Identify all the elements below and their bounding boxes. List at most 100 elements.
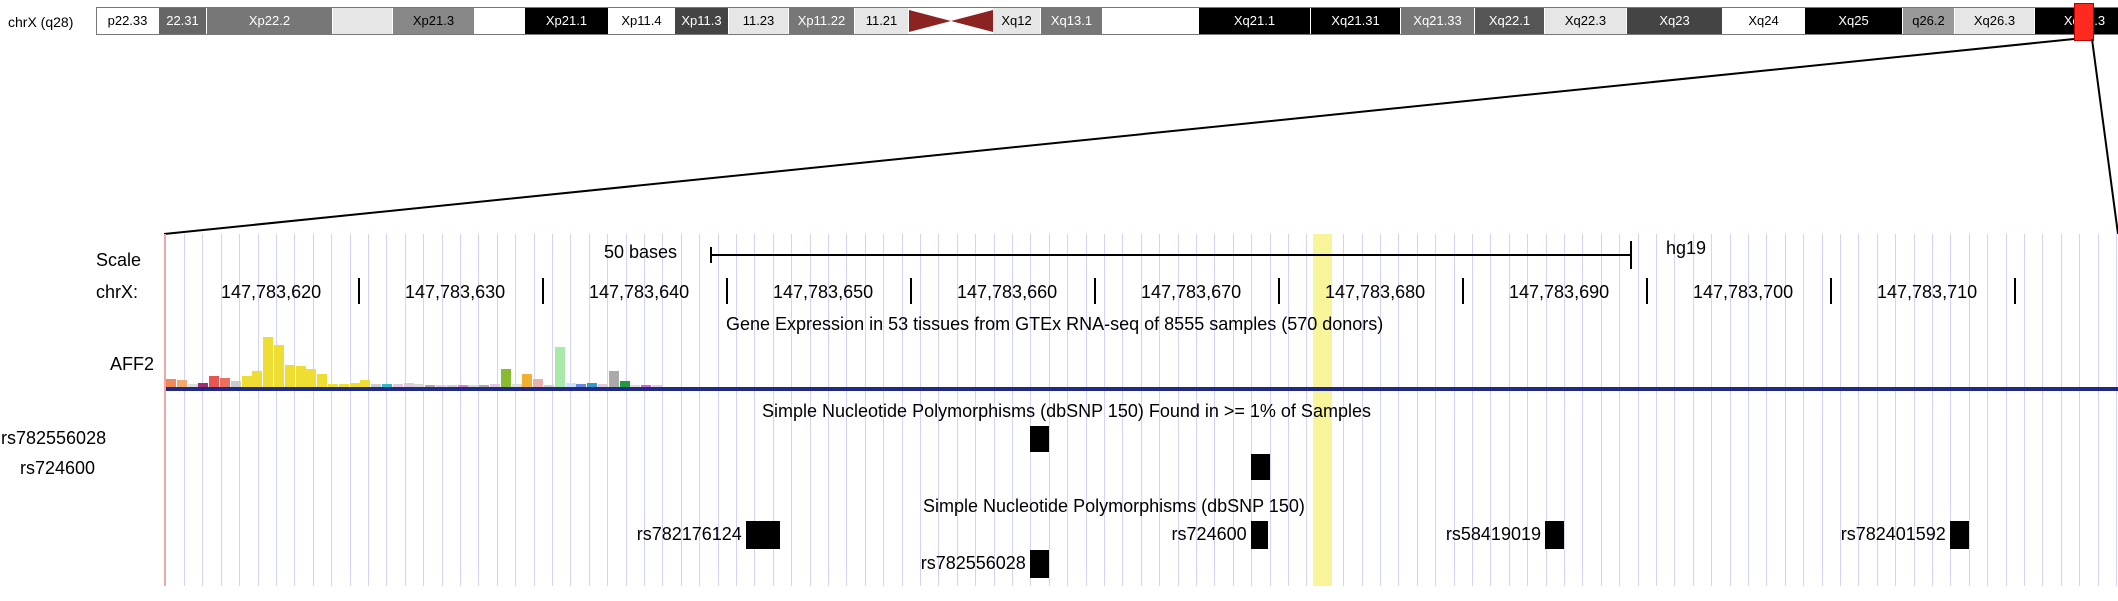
ideogram-band[interactable]: Xq21.33 (1401, 8, 1475, 34)
gtex-tissue-bar[interactable] (230, 381, 241, 387)
gtex-tissue-bar[interactable] (306, 369, 317, 387)
zoom-line-left (163, 38, 2075, 235)
snp-name-label[interactable]: rs782176124 (636, 524, 742, 544)
ideogram-band[interactable] (475, 8, 525, 34)
base-gridline (1085, 234, 1087, 586)
gtex-tissue-bar[interactable] (317, 373, 328, 387)
ideogram-band[interactable]: Xq21.1 (1199, 8, 1311, 34)
gtex-tissue-bar[interactable] (479, 384, 490, 387)
gtex-tissue-bar[interactable] (392, 383, 403, 387)
ideogram-band[interactable]: 11.23 (729, 8, 789, 34)
ideogram-band[interactable]: Xp11.3 (675, 8, 729, 34)
ideogram-band[interactable]: Xq26.3 (1955, 8, 2035, 34)
snp-feature[interactable] (1250, 521, 1268, 549)
ideogram-band[interactable]: Xp21.3 (393, 8, 475, 34)
gtex-tissue-bar[interactable] (284, 364, 295, 387)
snp-name-label[interactable]: rs782556028 (920, 553, 1026, 573)
gtex-tissue-bar[interactable] (425, 384, 436, 387)
gtex-tissue-bar[interactable] (349, 382, 360, 387)
base-gridline (1564, 234, 1565, 586)
gtex-tissue-bar[interactable] (414, 383, 425, 387)
gtex-tissue-bar[interactable] (371, 383, 382, 387)
ideogram-band[interactable]: p22.33 (97, 8, 159, 34)
gtex-tissue-bar[interactable] (641, 384, 652, 387)
gtex-tissue-bar[interactable] (360, 380, 371, 387)
gtex-bar-graph[interactable] (166, 334, 2118, 387)
ideogram-band[interactable]: Xp11.4 (609, 8, 675, 34)
snp-feature[interactable] (1545, 521, 1564, 549)
gtex-tissue-bar[interactable] (630, 384, 641, 387)
snp-feature[interactable] (1029, 550, 1049, 578)
ideogram-band[interactable]: Xp11.22 (789, 8, 855, 34)
snp-feature[interactable] (1029, 426, 1049, 452)
gtex-tissue-bar[interactable] (263, 337, 274, 387)
ideogram-band[interactable]: Xp22.2 (207, 8, 333, 34)
ideogram-band[interactable]: q26.2 (1903, 8, 1955, 34)
ideogram-band[interactable]: Xq25 (1805, 8, 1903, 34)
ideogram-band[interactable]: Xp21.1 (525, 8, 609, 34)
ideogram-band[interactable]: Xq23 (1627, 8, 1723, 34)
ideogram-band[interactable]: Xq24 (1723, 8, 1805, 34)
ideogram-band[interactable] (1103, 8, 1199, 34)
gtex-tissue-bar[interactable] (328, 383, 338, 387)
base-gridline (1840, 234, 1841, 586)
gtex-tissue-bar[interactable] (176, 380, 187, 387)
snp-common-label-2[interactable]: rs724600 (20, 458, 96, 478)
gtex-tissue-bar[interactable] (598, 383, 608, 387)
snp-feature[interactable] (745, 521, 780, 549)
base-gridline (1545, 234, 1547, 586)
gtex-tissue-bar[interactable] (241, 375, 252, 387)
gtex-tissue-bar[interactable] (446, 384, 457, 387)
snp-feature[interactable] (1949, 521, 1969, 549)
gtex-tissue-bar[interactable] (652, 384, 662, 387)
base-gridline (2097, 234, 2099, 586)
snp-name-label[interactable]: rs724600 (1171, 524, 1247, 544)
gtex-tissue-bar[interactable] (338, 383, 349, 387)
ideogram-band[interactable]: Xq22.1 (1475, 8, 1545, 34)
gtex-tissue-bar[interactable] (295, 365, 306, 387)
genome-browser-track-area[interactable]: 50 bases hg19 147,783,620 147,783,630 147,… (164, 234, 2118, 586)
gtex-tissue-bar[interactable] (187, 383, 198, 387)
snp-common-label-1[interactable]: rs782556028 (1, 428, 107, 448)
gtex-tissue-bar[interactable] (554, 347, 565, 387)
base-gridline (331, 234, 333, 586)
gtex-tissue-bar[interactable] (382, 383, 392, 387)
gtex-tissue-bar[interactable] (544, 384, 554, 387)
gtex-tissue-bar[interactable] (576, 383, 587, 387)
ideogram-band[interactable]: Xq12 (993, 8, 1041, 34)
base-gridline (1803, 234, 1805, 586)
base-gridline (1987, 234, 1989, 586)
ideogram-band[interactable]: Xq22.3 (1545, 8, 1627, 34)
gtex-tissue-bar[interactable] (252, 371, 263, 387)
gtex-tissue-bar[interactable] (274, 344, 284, 387)
gtex-tissue-bar[interactable] (565, 382, 576, 387)
snp-name-label[interactable]: rs58419019 (1445, 524, 1541, 544)
ideogram-band[interactable]: Xq13.1 (1041, 8, 1103, 34)
gtex-tissue-bar[interactable] (511, 383, 522, 387)
snp-feature[interactable] (1250, 454, 1270, 480)
gtex-tissue-bar[interactable] (436, 384, 446, 387)
gtex-tissue-bar[interactable] (220, 378, 230, 387)
ideogram-band[interactable]: 11.21 (855, 8, 909, 34)
base-gridline (1582, 234, 1584, 586)
ideogram-band[interactable]: 22.31 (159, 8, 207, 34)
ideogram-band[interactable]: Xq21.31 (1311, 8, 1401, 34)
gtex-tissue-bar[interactable] (500, 369, 511, 387)
gtex-tissue-bar[interactable] (619, 381, 630, 387)
gtex-tissue-bar[interactable] (533, 379, 544, 387)
gtex-tissue-bar[interactable] (587, 382, 598, 387)
gtex-tissue-bar[interactable] (457, 384, 468, 387)
gtex-tissue-bar[interactable] (608, 371, 619, 387)
gtex-tissue-bar[interactable] (490, 383, 500, 387)
chromosome-ideogram[interactable]: p22.33 22.31 Xp22.2 Xp21.3 Xp21.1 Xp11.4 Xp11.… (96, 7, 2118, 35)
ideogram-band[interactable] (333, 8, 393, 34)
gtex-tissue-bar[interactable] (468, 384, 479, 387)
gtex-tissue-bar[interactable] (198, 382, 209, 387)
base-gridline (883, 234, 885, 586)
snp-name-label[interactable]: rs782401592 (1840, 524, 1946, 544)
gtex-gene-label[interactable]: AFF2 (110, 354, 155, 374)
gtex-tissue-bar[interactable] (166, 379, 176, 387)
gtex-tissue-bar[interactable] (403, 382, 414, 387)
gtex-tissue-bar[interactable] (209, 375, 220, 387)
gtex-tissue-bar[interactable] (522, 373, 533, 387)
